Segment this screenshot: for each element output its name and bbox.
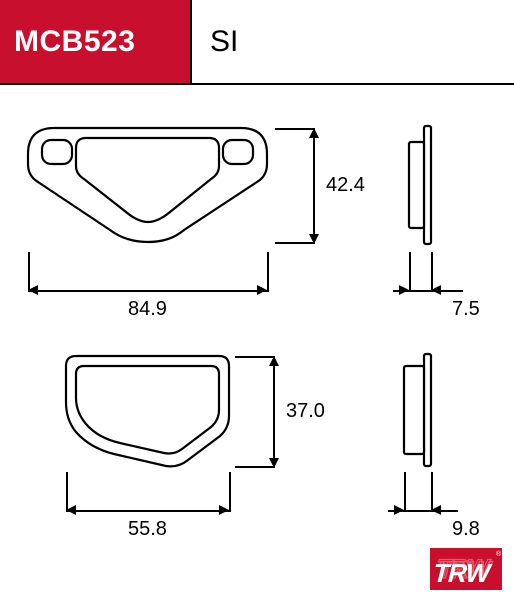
dim-top-width: 84.9 (128, 298, 167, 321)
svg-text:®: ® (496, 550, 502, 558)
top-pad-front-view (20, 120, 275, 250)
dim-bottom-thickness: 9.8 (452, 518, 480, 541)
header-brand-block: MCB523 (0, 0, 190, 83)
bottom-pad-front-view (60, 350, 235, 470)
dim-bottom-width: 55.8 (128, 518, 167, 541)
dim-top-height: 42.4 (326, 174, 365, 197)
sheet: MCB523 SI 42.4 84.9 7.5 (0, 0, 514, 600)
header-variant-block: SI (190, 0, 514, 83)
dim-top-thickness: 7.5 (452, 298, 480, 321)
trw-logo: ® TRW TRW TRW (430, 548, 502, 590)
header: MCB523 SI (0, 0, 514, 85)
product-code: MCB523 (14, 25, 135, 59)
top-pad-side-view (405, 120, 435, 250)
svg-text:TRW: TRW (430, 558, 494, 588)
dim-bottom-height: 37.0 (286, 400, 325, 423)
bottom-pad-side-view (400, 350, 436, 470)
variant-code: SI (210, 25, 238, 59)
